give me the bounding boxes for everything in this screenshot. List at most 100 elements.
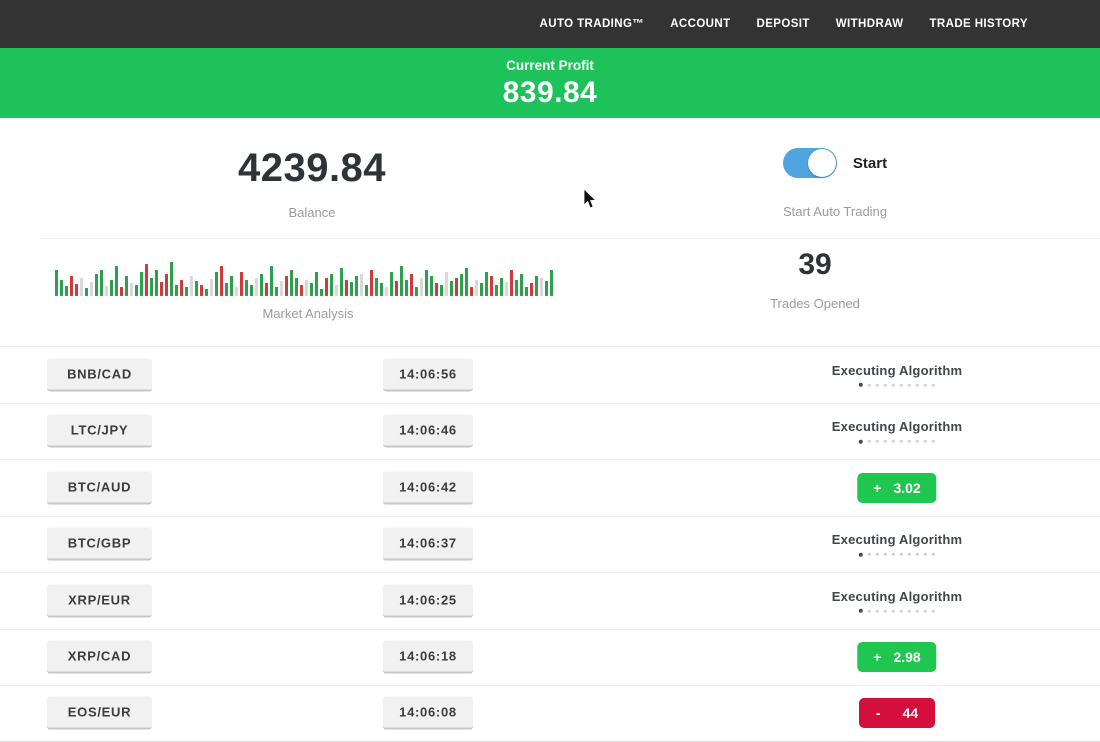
executing-label: Executing Algorithm [831,532,963,547]
market-bar [85,288,88,296]
current-profit-banner: Current Profit 839.84 [0,48,1100,118]
market-bar [340,268,343,296]
nav-deposit[interactable]: DEPOSIT [756,18,810,30]
market-bar [330,274,333,296]
market-bar [305,280,308,296]
market-bar [80,278,83,296]
time-badge[interactable]: 14:06:37 [383,527,473,561]
market-analysis-chart [55,254,561,296]
market-bar [500,278,503,296]
market-bar [550,270,553,296]
market-bar [535,276,538,296]
executing-label: Executing Algorithm [831,588,963,604]
market-bar [395,281,398,296]
market-bar [140,272,143,296]
nav-withdraw[interactable]: WITHDRAW [835,18,904,30]
market-bar [345,280,348,296]
market-bar [175,285,178,296]
market-bar [120,287,123,296]
pair-badge[interactable]: XRP/CAD [47,640,152,674]
auto-trading-caption: Start Auto Trading [782,204,888,219]
profit-badge: +3.02 [857,472,937,503]
market-bar [435,283,438,296]
pair-badge[interactable]: BTC/AUD [47,471,152,505]
market-bar [105,286,108,296]
market-bar [70,276,73,296]
market-bar [360,274,363,296]
market-bar [520,274,523,296]
balance-label: Balance [288,205,336,220]
trades-opened-value: 39 [798,248,832,281]
time-badge[interactable]: 14:06:42 [383,471,473,505]
market-bar [410,274,413,296]
nav-auto-trading[interactable]: AUTO TRADING™ [539,18,645,30]
market-bar [445,272,448,296]
market-bar [480,283,483,296]
market-bar [490,276,493,296]
trade-row: XRP/EUR 14:06:25 Executing Algorithm [0,572,1100,629]
pair-badge[interactable]: BNB/CAD [47,358,152,392]
loss-sign: - [875,705,881,722]
status-cell: Executing Algorithm [832,532,962,557]
loss-value: 44 [902,705,919,722]
market-bar [390,272,393,296]
nav-account[interactable]: ACCOUNT [670,18,731,30]
market-bar [290,270,293,296]
time-badge[interactable]: 14:06:46 [383,414,473,448]
market-bar [75,284,78,296]
status-cell: Executing Algorithm [831,588,963,613]
market-bar [230,276,233,296]
status-executing: Executing Algorithm [832,532,962,557]
pair-badge[interactable]: BTC/GBP [47,527,152,561]
time-badge[interactable]: 14:06:08 [383,696,473,730]
market-bar [495,285,498,296]
market-bar [475,280,478,296]
pair-badge[interactable]: LTC/JPY [47,414,152,448]
trade-row: XRP/CAD 14:06:18 +2.98 +2.98 [0,628,1100,686]
auto-trading-toggle[interactable] [782,148,837,178]
market-bar [195,281,198,296]
pair-badge[interactable]: XRP/EUR [47,584,152,618]
status-executing: Executing Algorithm [832,363,962,387]
trade-row: BTC/AUD 14:06:42 +3.02 +3.02 [0,459,1100,516]
time-badge[interactable]: 14:06:18 [383,640,473,674]
nav-trade-history[interactable]: TRADE HISTORY [929,18,1028,30]
market-bar [515,280,518,296]
market-bar [525,287,528,296]
status-cell: Executing Algorithm [832,363,962,387]
trades-opened-block: 39 Trades Opened [715,248,915,311]
balance-block: 4239.84 Balance [162,146,462,220]
stats-section: 4239.84 Balance Start Start Auto Trading… [0,118,1100,346]
profit-badge: +2.98 [857,642,937,673]
market-bar [145,264,148,296]
market-bar [100,270,103,296]
status-executing: Executing Algorithm [831,588,963,613]
market-bar [165,274,168,296]
market-bar [430,276,433,296]
pair-badge[interactable]: EOS/EUR [47,696,152,730]
market-bar [280,281,283,296]
toggle-start-label: Start [852,154,888,172]
auto-trading-block: Start Start Auto Trading [735,148,935,219]
market-bar [545,281,548,296]
market-bar [135,285,138,296]
market-bar [325,278,328,296]
market-bar [215,272,218,296]
profit-value: 3.02 [893,479,921,496]
market-bar [285,276,288,296]
loss-badge: - 44 [859,698,935,729]
time-badge[interactable]: 14:06:25 [383,584,473,618]
executing-label: Executing Algorithm [831,419,963,434]
status-cell: - 44 - 44 [859,698,935,729]
market-bar [110,280,113,296]
time-badge[interactable]: 14:06:56 [383,358,473,392]
stats-divider [40,238,1100,239]
status-cell: +3.02 +3.02 [857,472,937,503]
balance-value: 4239.84 [237,146,387,190]
market-bar [460,274,463,296]
status-cell: Executing Algorithm [832,419,962,444]
market-bar [350,282,353,296]
market-bar [365,285,368,296]
market-bar [130,283,133,296]
market-bar [270,266,273,296]
